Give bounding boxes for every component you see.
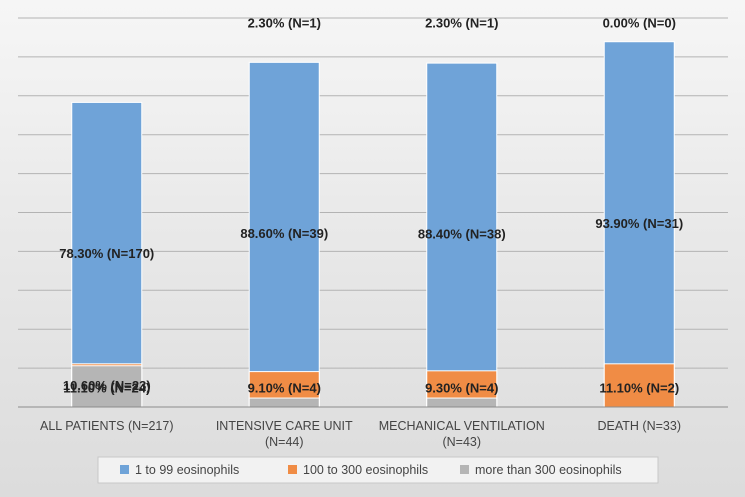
bar-segment — [248, 397, 320, 408]
legend-swatch — [120, 465, 129, 474]
data-label: 0.00% (N=0) — [603, 15, 676, 30]
data-label: 93.90% (N=31) — [595, 216, 683, 231]
category-label: (N=43) — [442, 435, 481, 449]
data-label: 10.60% (N=23) — [63, 378, 151, 393]
data-label: 11.10% (N=24) — [63, 380, 150, 395]
legend-label: more than 300 eosinophils — [475, 463, 622, 477]
bars — [71, 41, 675, 408]
bar-segment — [426, 62, 498, 408]
data-label: 88.40% (N=38) — [418, 226, 506, 241]
data-label: 2.30% (N=1) — [425, 15, 498, 30]
bar-segment — [426, 397, 498, 408]
legend: 1 to 99 eosinophils 100 to 300 eosinophil… — [97, 456, 659, 484]
category-label: MECHANICAL VENTILATION — [379, 419, 545, 433]
category-label: INTENSIVE CARE UNIT — [216, 419, 353, 433]
legend-label: 1 to 99 eosinophils — [135, 463, 239, 477]
legend-label: 100 to 300 eosinophils — [303, 463, 428, 477]
bar-segment — [71, 101, 143, 408]
data-label: 9.10% (N=4) — [248, 380, 321, 395]
data-label: 11.10% (N=2) — [599, 380, 679, 395]
data-label: 2.30% (N=1) — [248, 15, 321, 30]
data-label: 78.30% (N=170) — [59, 246, 154, 261]
category-label: (N=44) — [265, 435, 304, 449]
data-label: 88.60% (N=39) — [240, 226, 328, 241]
data-labels: 78.30% (N=170) 11.10% (N=24)10.60% (N=23)… — [59, 15, 683, 395]
legend-box — [97, 456, 659, 484]
data-label: 9.30% (N=4) — [425, 380, 498, 395]
legend-swatch — [460, 465, 469, 474]
category-label: ALL PATIENTS (N=217) — [40, 419, 174, 433]
bar-segment — [603, 41, 675, 408]
category-label: DEATH (N=33) — [598, 419, 681, 433]
legend-swatch — [288, 465, 297, 474]
bar-segment — [603, 363, 675, 408]
category-labels: ALL PATIENTS (N=217) INTENSIVE CARE UNIT (… — [40, 419, 681, 449]
bar-segment — [248, 61, 320, 408]
